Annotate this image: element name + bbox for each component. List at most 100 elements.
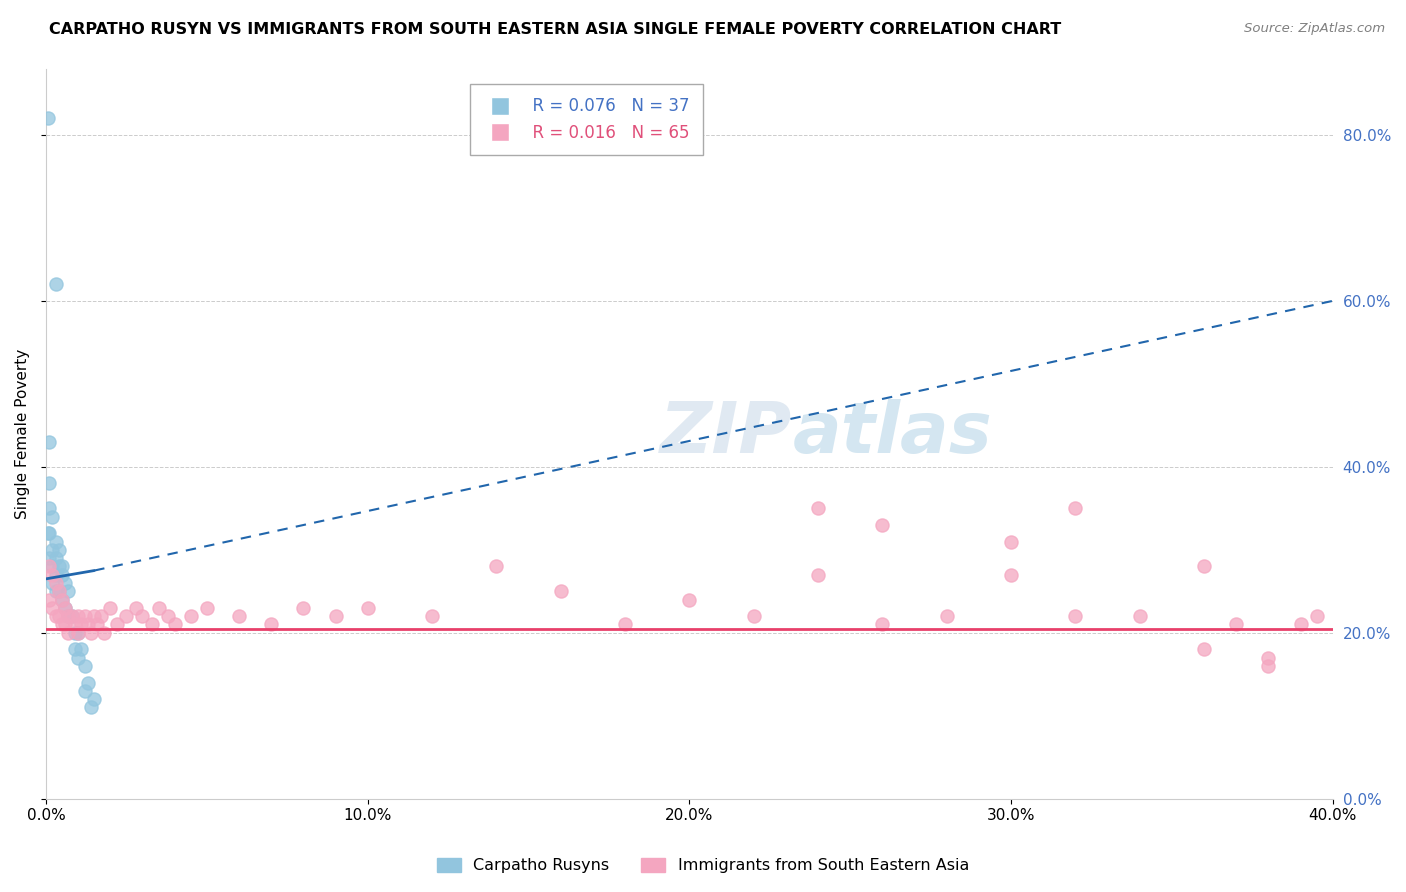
Point	[872, 517, 894, 532]
Point	[872, 617, 894, 632]
Point	[125, 601, 148, 615]
Point	[41, 509, 63, 524]
Point	[45, 551, 67, 566]
Point	[48, 559, 70, 574]
Point	[614, 617, 637, 632]
Point	[131, 609, 153, 624]
Point	[67, 609, 90, 624]
Point	[1064, 501, 1087, 516]
Point	[60, 609, 83, 624]
Point	[70, 642, 93, 657]
Point	[63, 642, 86, 657]
Point	[86, 617, 108, 632]
Point	[73, 609, 96, 624]
Point	[51, 617, 73, 632]
Legend:   R = 0.076   N = 37,   R = 0.016   N = 65: R = 0.076 N = 37, R = 0.016 N = 65	[470, 84, 703, 155]
Point	[1000, 567, 1022, 582]
Point	[53, 576, 76, 591]
Point	[51, 559, 73, 574]
Point	[83, 692, 105, 706]
Point	[1064, 609, 1087, 624]
Point	[742, 609, 765, 624]
Point	[60, 609, 83, 624]
Point	[67, 625, 90, 640]
Point	[41, 559, 63, 574]
Point	[163, 617, 186, 632]
Point	[1289, 617, 1312, 632]
Legend: Carpatho Rusyns, Immigrants from South Eastern Asia: Carpatho Rusyns, Immigrants from South E…	[430, 851, 976, 880]
Point	[83, 609, 105, 624]
Point	[228, 609, 250, 624]
Text: ZIP: ZIP	[659, 399, 793, 468]
Point	[38, 434, 60, 449]
Point	[292, 601, 315, 615]
Point	[63, 625, 86, 640]
Point	[58, 609, 80, 624]
Point	[1225, 617, 1247, 632]
Point	[51, 592, 73, 607]
Point	[115, 609, 138, 624]
Point	[45, 567, 67, 582]
Point	[37, 112, 59, 126]
Point	[38, 551, 60, 566]
Text: Source: ZipAtlas.com: Source: ZipAtlas.com	[1244, 22, 1385, 36]
Point	[678, 592, 700, 607]
Point	[73, 659, 96, 673]
Point	[51, 567, 73, 582]
Text: CARPATHO RUSYN VS IMMIGRANTS FROM SOUTH EASTERN ASIA SINGLE FEMALE POVERTY CORRE: CARPATHO RUSYN VS IMMIGRANTS FROM SOUTH …	[49, 22, 1062, 37]
Point	[180, 609, 202, 624]
Point	[80, 700, 103, 714]
Point	[148, 601, 170, 615]
Point	[41, 542, 63, 557]
Point	[45, 609, 67, 624]
Point	[51, 592, 73, 607]
Point	[105, 617, 128, 632]
Point	[1129, 609, 1152, 624]
Point	[41, 576, 63, 591]
Point	[38, 501, 60, 516]
Point	[53, 601, 76, 615]
Point	[76, 617, 98, 632]
Point	[45, 576, 67, 591]
Point	[93, 625, 115, 640]
Point	[67, 625, 90, 640]
Point	[141, 617, 163, 632]
Point	[45, 584, 67, 599]
Point	[38, 526, 60, 541]
Point	[195, 601, 218, 615]
Point	[1192, 642, 1215, 657]
Point	[550, 584, 572, 599]
Point	[45, 277, 67, 292]
Point	[98, 601, 121, 615]
Point	[1305, 609, 1327, 624]
Y-axis label: Single Female Poverty: Single Female Poverty	[15, 349, 30, 519]
Point	[935, 609, 957, 624]
Point	[38, 476, 60, 491]
Point	[807, 501, 830, 516]
Point	[420, 609, 443, 624]
Point	[260, 617, 283, 632]
Point	[1257, 650, 1279, 665]
Point	[76, 675, 98, 690]
Point	[485, 559, 508, 574]
Point	[73, 684, 96, 698]
Point	[157, 609, 180, 624]
Point	[53, 617, 76, 632]
Text: atlas: atlas	[793, 399, 993, 468]
Point	[80, 625, 103, 640]
Point	[58, 584, 80, 599]
Point	[53, 601, 76, 615]
Point	[38, 559, 60, 574]
Point	[67, 650, 90, 665]
Point	[807, 567, 830, 582]
Point	[48, 584, 70, 599]
Point	[325, 609, 347, 624]
Point	[41, 601, 63, 615]
Point	[1257, 659, 1279, 673]
Point	[37, 526, 59, 541]
Point	[41, 567, 63, 582]
Point	[70, 617, 93, 632]
Point	[58, 625, 80, 640]
Point	[1000, 534, 1022, 549]
Point	[48, 542, 70, 557]
